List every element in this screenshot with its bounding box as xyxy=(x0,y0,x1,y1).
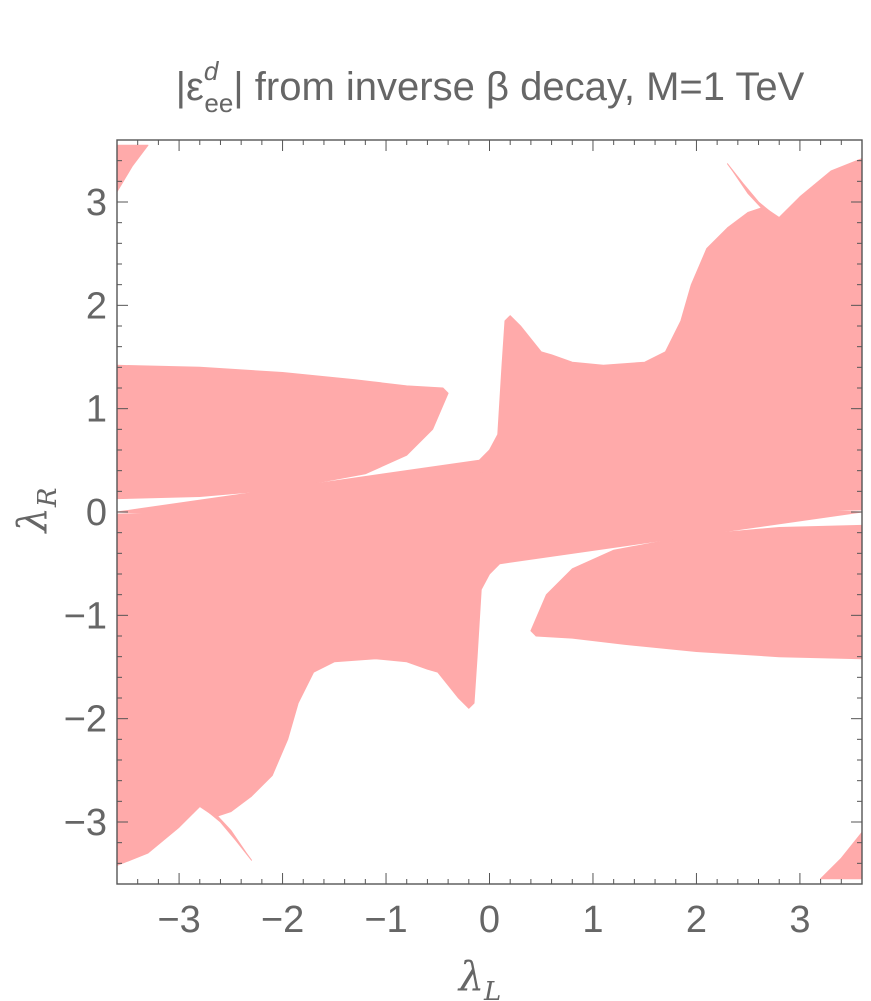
title-superscript: d xyxy=(204,56,220,86)
x-axis-label-subscript: L xyxy=(483,977,501,1001)
y-tick-label: 1 xyxy=(86,389,107,431)
x-tick-label: 1 xyxy=(582,899,603,941)
y-tick-label: 0 xyxy=(86,492,107,534)
chart-title: |εd ee| from inverse β decay, M=1 TeV xyxy=(176,56,805,118)
x-tick-label: −1 xyxy=(364,899,407,941)
y-tick-label: 3 xyxy=(86,182,107,224)
y-axis-label-subscript: R xyxy=(33,488,63,509)
x-tick-labels: −3 −2 −1 0 1 2 3 xyxy=(157,899,810,941)
region-main-lower-left xyxy=(116,470,863,866)
x-axis-label: λL xyxy=(457,954,502,1001)
y-tick-label: 2 xyxy=(86,285,107,327)
y-tick-label: −1 xyxy=(64,595,107,637)
x-axis-label-symbol: λ xyxy=(457,954,484,1000)
x-tick-label: 2 xyxy=(686,899,707,941)
shaded-regions xyxy=(116,144,863,880)
x-tick-label: 3 xyxy=(789,899,810,941)
y-tick-label: −2 xyxy=(64,699,107,741)
region-upper-left-band xyxy=(116,364,449,500)
plot-frame xyxy=(116,139,863,885)
title-subscript: ee xyxy=(204,88,233,118)
region-spike-center-lower xyxy=(426,630,444,678)
region-spike-top-right xyxy=(727,163,772,213)
region-spike-bottom-left xyxy=(207,811,252,861)
title-prefix: |ε xyxy=(176,65,204,109)
region-spike-center-upper xyxy=(535,346,553,394)
y-axis-label: λR xyxy=(10,488,63,535)
region-lower-right-band xyxy=(530,524,863,660)
x-tick-label: −3 xyxy=(157,899,200,941)
y-tick-labels: −3 −2 −1 0 1 2 3 xyxy=(64,182,107,844)
y-axis-label-symbol: λ xyxy=(10,507,56,534)
y-tick-label: −3 xyxy=(64,802,107,844)
title-suffix: | from inverse β decay, M=1 TeV xyxy=(233,65,804,109)
x-tick-label: −2 xyxy=(261,899,304,941)
x-tick-label: 0 xyxy=(479,899,500,941)
